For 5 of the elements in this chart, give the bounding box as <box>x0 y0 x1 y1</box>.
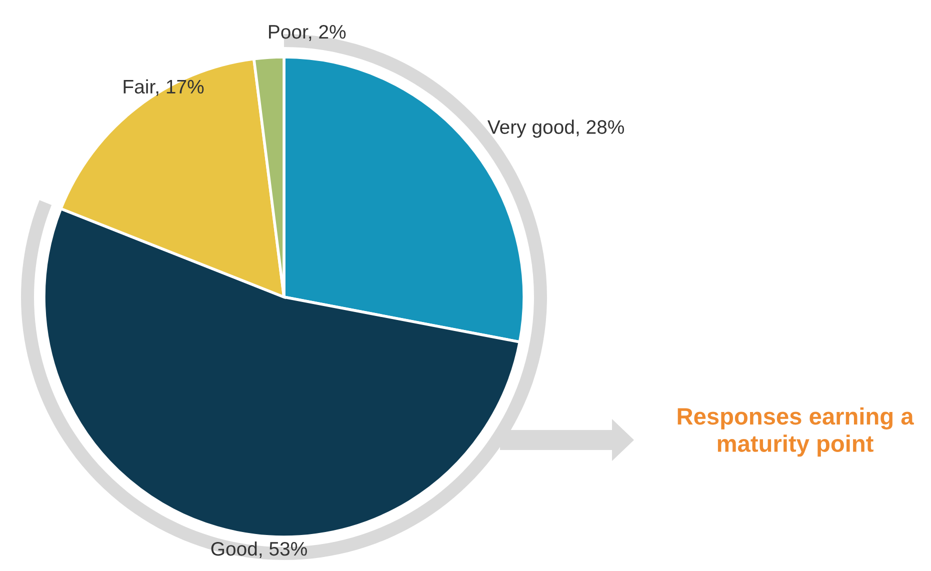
text: Responses earning a maturity point <box>678 407 914 457</box>
slice-label: Poor, 2% <box>269 24 346 42</box>
slice-label: Fair, 17% <box>124 79 204 96</box>
slice-label: Good, 53% <box>211 541 307 558</box>
slice-label: Very good, 28% <box>488 120 624 138</box>
